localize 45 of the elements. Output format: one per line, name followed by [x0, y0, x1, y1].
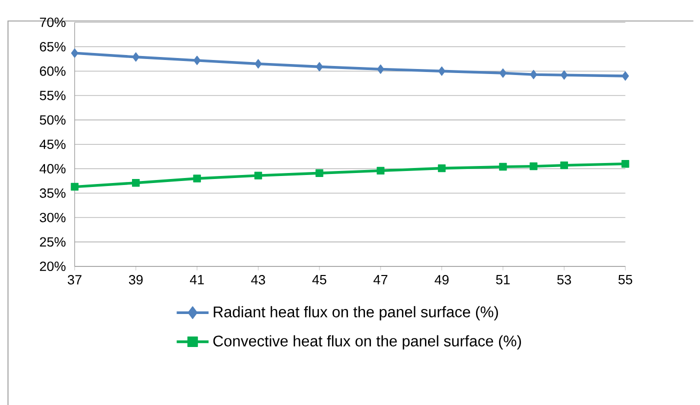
- point: [376, 64, 384, 74]
- x-tick-label: 49: [434, 275, 449, 284]
- y-tick-label: 25%: [40, 237, 66, 247]
- x-tick-label: 47: [373, 275, 388, 284]
- point: [499, 68, 507, 78]
- y-tick-label: 60%: [40, 66, 66, 76]
- y-tick-label: 35%: [40, 188, 66, 198]
- y-tick-label: 65%: [40, 42, 66, 52]
- point: [621, 160, 630, 168]
- point: [376, 166, 384, 175]
- point: [499, 162, 507, 171]
- x-tick-label: 37: [68, 275, 82, 284]
- legend-label: Convective heat flux on the panel surface (%): [213, 335, 521, 350]
- point: [560, 70, 568, 80]
- point: [316, 169, 324, 177]
- point: [438, 66, 446, 76]
- x-tick-label: 55: [618, 275, 632, 284]
- legend-label: Radiant heat flux on the panel surface (%): [214, 306, 498, 320]
- point: [70, 182, 79, 191]
- y-tick-label: 70%: [40, 18, 66, 28]
- x-tick-label: 51: [496, 275, 510, 284]
- point: [530, 70, 538, 80]
- point: [622, 71, 629, 81]
- point: [71, 48, 78, 58]
- y-tick-label: 30%: [40, 212, 66, 222]
- y-tick-label: 40%: [40, 164, 66, 174]
- x-tick-label: 53: [557, 275, 571, 284]
- x-tick-label: 45: [312, 275, 326, 284]
- y-tick-label: 45%: [40, 140, 66, 150]
- point: [132, 52, 140, 62]
- point: [560, 161, 568, 170]
- point: [530, 162, 538, 170]
- point: [316, 62, 324, 72]
- x-tick-label: 41: [190, 275, 204, 284]
- point: [193, 174, 201, 182]
- y-tick-label: 50%: [40, 115, 66, 125]
- y-tick-label: 55%: [40, 90, 66, 100]
- point: [438, 164, 446, 172]
- point: [132, 179, 140, 187]
- point: [193, 56, 201, 66]
- x-tick-label: 43: [251, 275, 266, 284]
- y-tick-label: 20%: [40, 262, 66, 272]
- point: [254, 172, 262, 180]
- point: [254, 59, 262, 68]
- x-tick-label: 39: [128, 275, 143, 284]
